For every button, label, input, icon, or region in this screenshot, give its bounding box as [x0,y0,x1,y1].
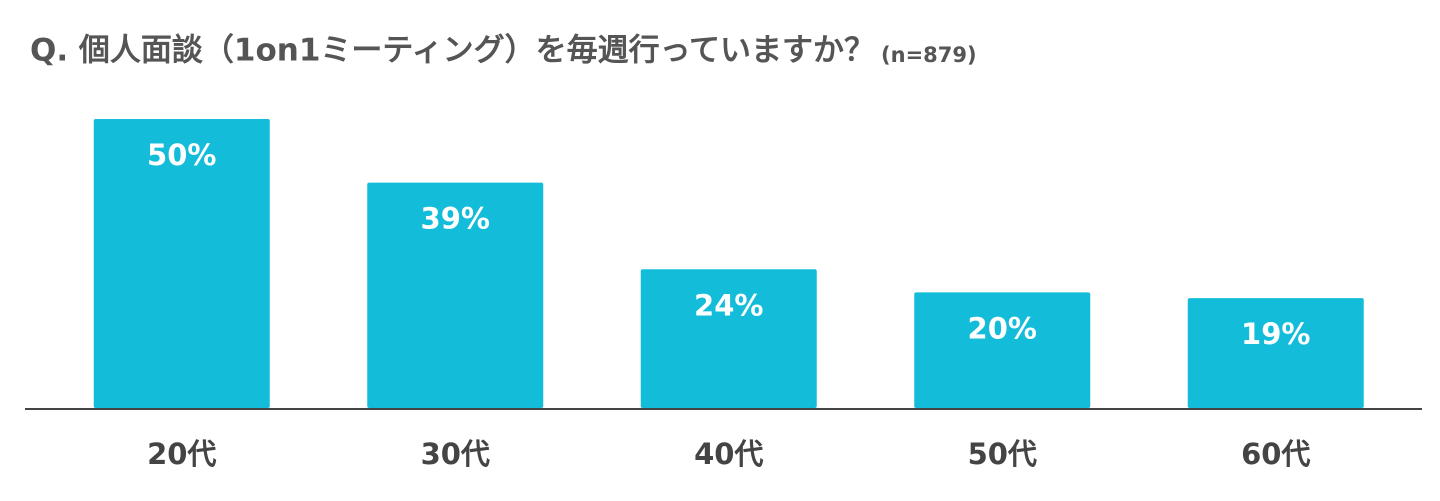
bar [367,182,544,408]
x-tick-label: 40代 [694,437,763,471]
bar [1187,298,1364,408]
x-tick-label: 50代 [968,437,1037,471]
value-label: 24% [694,288,763,322]
value-label: 39% [421,202,490,236]
chart-subtitle: (n=879) [881,43,977,67]
x-tick-label: 60代 [1241,437,1310,471]
bar [914,292,1091,408]
bar [93,119,270,408]
value-label: 19% [1241,317,1310,351]
x-tick-label: 30代 [421,437,490,471]
value-label: 20% [968,311,1037,345]
chart-title: Q. 個人面談（1on1ミーティング）を毎週行っていますか？ [30,33,875,69]
value-label: 50% [147,138,216,172]
x-tick-label: 20代 [147,437,216,471]
bar [640,269,817,408]
